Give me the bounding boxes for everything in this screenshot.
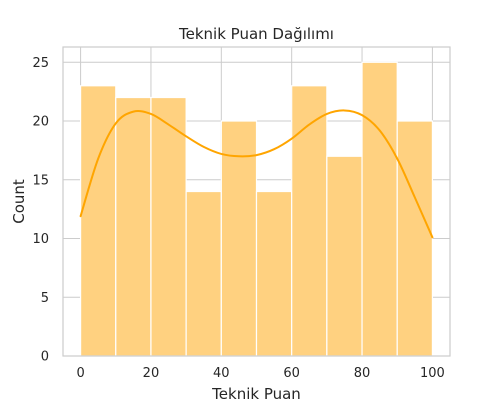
plot-border [62,46,451,357]
x-tick-label: 60 [283,366,300,381]
histogram-bar [185,190,222,357]
y-tick-label: 5 [41,291,49,306]
y-tick-label: 25 [32,56,49,71]
bars-layer [79,61,434,357]
x-tick-label: 100 [420,366,445,381]
histogram-bar [396,120,434,357]
kde-layer [79,109,434,239]
kde-curve [79,109,434,239]
y-tick-label: 20 [32,115,49,130]
histogram-bar [361,61,398,357]
histogram-bar [220,120,258,357]
y-axis-label: Count [10,179,28,224]
ticks-layer: 0 20 40 60 80 100 0 5 10 15 20 25 [32,56,444,381]
histogram-bar [79,85,117,357]
y-tick-label: 10 [32,232,49,247]
x-tick-label: 80 [354,366,371,381]
histogram-bar [255,190,293,357]
y-tick-label: 0 [41,350,49,365]
x-axis-label: Teknik Puan [211,385,301,400]
histogram-bar [150,96,187,357]
histogram-bar [326,155,363,357]
chart-title: Teknik Puan Dağılımı [178,25,334,43]
x-tick-label: 20 [143,366,160,381]
x-tick-label: 40 [213,366,230,381]
histogram-bar [291,85,328,357]
y-tick-label: 15 [32,173,49,188]
x-tick-label: 0 [76,366,84,381]
histogram-bar [115,96,152,357]
